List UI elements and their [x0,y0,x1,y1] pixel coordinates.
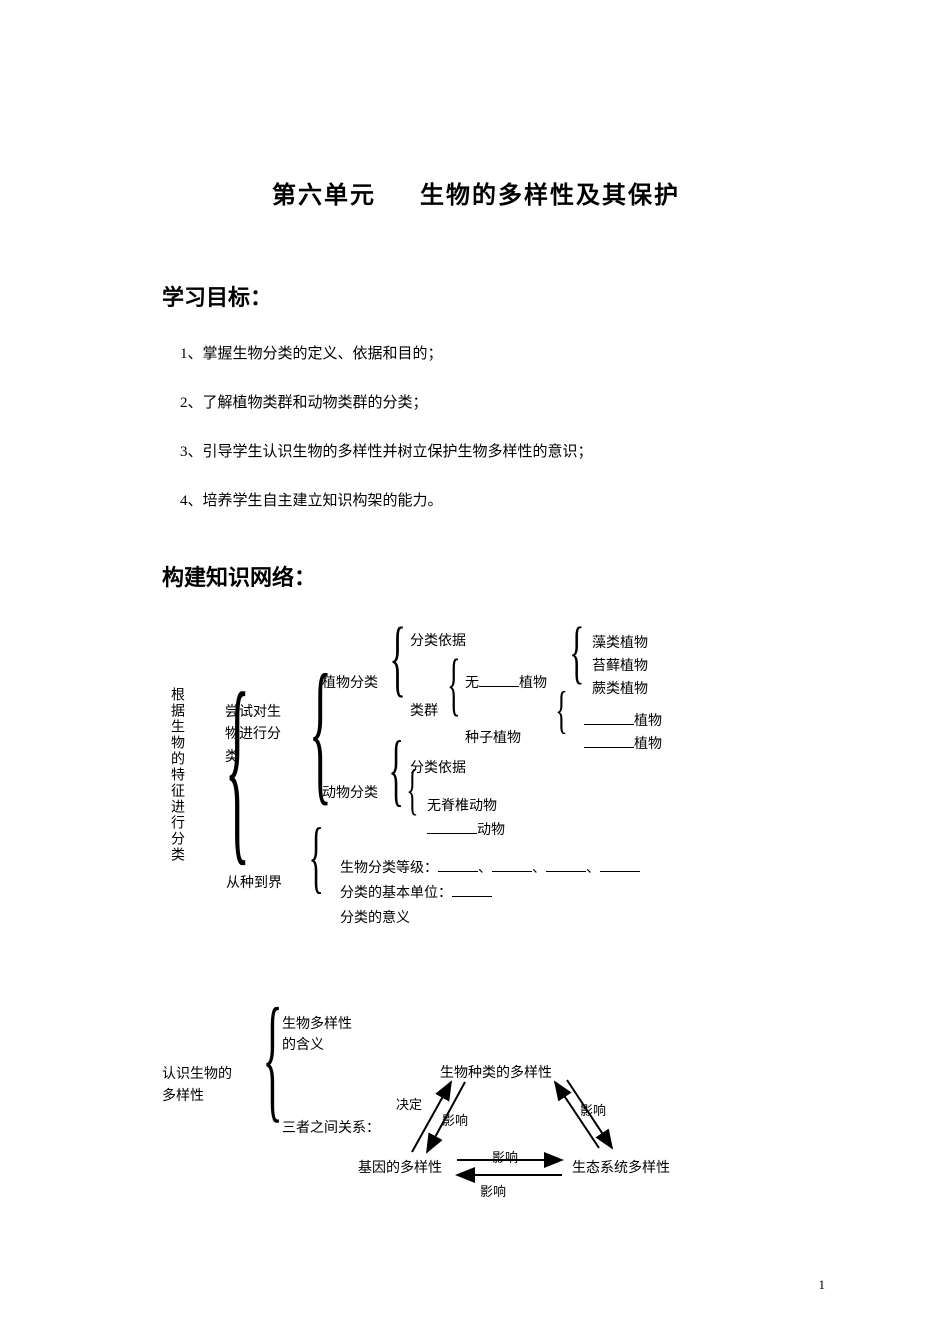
seed-plant: 种子植物 [465,727,521,747]
goals-header: 学习目标： [162,280,790,312]
goal-item: 1、掌握生物分类的定义、依据和目的； [180,342,790,363]
unit-label: 第六单元 [272,183,376,209]
diversity-root: 认识生物的 多样性 [162,1064,232,1109]
moss: 苔藓植物 [592,655,648,675]
brace-icon: { [263,988,283,1128]
blank [584,747,634,748]
brace-icon: { [389,730,404,810]
animal-classification: 动物分类 [322,782,378,802]
blank [546,871,586,872]
goals-list: 1、掌握生物分类的定义、依据和目的； 2、了解植物类群和动物类群的分类； 3、引… [162,342,790,510]
relation-arrows [357,1060,697,1200]
goal-item: 4、培养学生自主建立知识构架的能力。 [180,489,790,510]
title-main: 生物的多样性及其保护 [420,183,680,209]
label-affect: 影响 [480,1181,506,1200]
page: 第六单元 生物的多样性及其保护 学习目标： 1、掌握生物分类的定义、依据和目的；… [0,0,945,1337]
algae: 藻类植物 [592,632,648,652]
blank [452,896,492,897]
species-to-kingdom: 从种到界 [226,872,282,892]
plant-classification: 植物分类 [322,672,378,692]
blank [584,724,634,725]
root-label: 根据生物的特征进行分类 [166,687,186,863]
blank-plant-1: 植物 [584,710,662,730]
label-affect: 影响 [492,1147,518,1166]
blank [492,871,532,872]
brace-icon: { [555,685,567,737]
fern: 蕨类植物 [592,678,648,698]
basic-unit-line: 分类的基本单位： [340,882,492,902]
brace-icon: { [406,762,418,818]
branch-try-classify: 尝试对生物进行分类 [225,702,285,769]
blank-animal: 动物 [427,819,505,839]
blank [479,686,519,687]
blank [600,871,640,872]
diagram-diversity: 认识生物的 多样性 { 生物多样性 的含义 三者之间关系： 生物种类的多样性 基… [162,992,790,1212]
brace-icon: { [447,650,460,720]
page-number: 1 [819,1277,826,1293]
brace-icon: { [309,817,324,897]
goal-item: 2、了解植物类群和动物类群的分类； [180,391,790,412]
brace-icon: { [389,614,406,700]
rank-line: 生物分类等级：、、、 [340,857,640,877]
label-affect: 影响 [442,1110,468,1129]
page-title: 第六单元 生物的多样性及其保护 [162,175,790,210]
network-header: 构建知识网络： [162,560,790,592]
label-affect: 影响 [580,1100,606,1119]
brace-icon: { [569,618,584,688]
no-blank-plant: 无植物 [465,672,547,692]
diagram-classification: 根据生物的特征进行分类 { 尝试对生物进行分类 { 植物分类 { 分类依据 类群… [162,622,790,942]
blank [438,871,478,872]
blank-plant-2: 植物 [584,733,662,753]
meaning-line: 分类的意义 [340,907,410,927]
diversity-meaning: 生物多样性 的含义 [282,1014,352,1056]
plant-group: 类群 [410,700,438,720]
goal-item: 3、引导学生认识生物的多样性并树立保护生物多样性的意识； [180,440,790,461]
blank [427,833,477,834]
label-decide: 决定 [396,1094,422,1113]
invertebrate: 无脊椎动物 [427,795,497,815]
